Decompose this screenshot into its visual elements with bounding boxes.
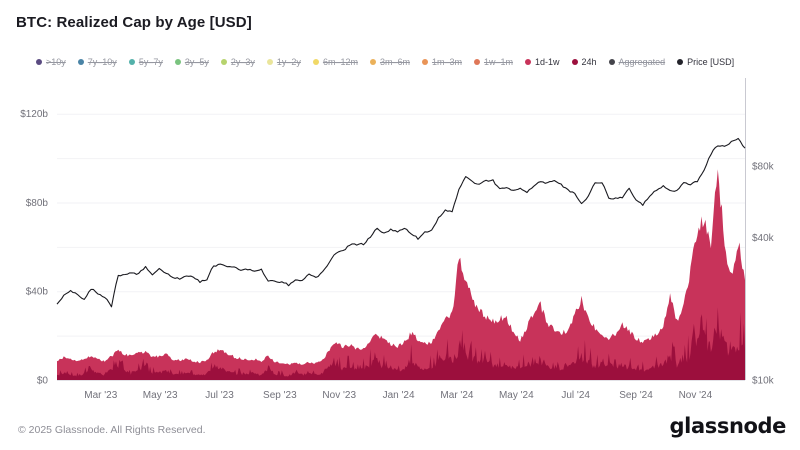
- legend-item-6m-12m[interactable]: 6m–12m: [312, 57, 358, 67]
- legend-label: 1w–1m: [483, 57, 513, 67]
- right-axis-tick: $10k: [752, 376, 775, 387]
- legend-label: 24h: [581, 57, 597, 67]
- legend-dot-icon: [421, 59, 428, 65]
- page-title: BTC: Realized Cap by Age [USD]: [16, 14, 252, 31]
- left-axis-tick: $40b: [26, 287, 49, 298]
- legend-item-7y-10y[interactable]: 7y–10y: [77, 57, 117, 67]
- x-axis-tick: Jul '24: [561, 390, 590, 401]
- x-axis-tick: Jul '23: [205, 390, 234, 401]
- legend-dot-icon: [571, 59, 578, 65]
- legend-item-3y-5y[interactable]: 3y–5y: [174, 57, 209, 67]
- legend-label: Aggregated: [618, 57, 666, 67]
- legend-dot-icon: [174, 59, 181, 65]
- area-series-24h: [57, 307, 745, 380]
- legend-dot-icon: [473, 59, 480, 65]
- left-axis-tick: $0: [37, 376, 49, 387]
- x-axis-tick: Nov '24: [679, 390, 713, 401]
- legend-item-1y-2y[interactable]: 1y–2y: [266, 57, 301, 67]
- copyright-text: © 2025 Glassnode. All Rights Reserved.: [18, 424, 206, 436]
- legend-label: 1y–2y: [276, 57, 301, 67]
- legend-label: 5y–7y: [138, 57, 163, 67]
- legend-item-1d-1w[interactable]: 1d-1w: [525, 57, 560, 67]
- legend-item-2y-3y[interactable]: 2y–3y: [220, 57, 255, 67]
- legend-dot-icon: [128, 59, 135, 65]
- legend-label: >10y: [46, 57, 66, 67]
- legend-label: 3m–6m: [379, 57, 410, 67]
- x-axis-tick: Sep '24: [619, 390, 653, 401]
- legend-dot-icon: [608, 59, 615, 65]
- legend-label: 3y–5y: [184, 57, 209, 67]
- legend-dot-icon: [77, 59, 84, 65]
- left-axis-tick: $120b: [20, 109, 48, 120]
- legend-item-24h[interactable]: 24h: [571, 57, 597, 67]
- legend-label: 7y–10y: [87, 57, 117, 67]
- right-axis-tick: $80k: [752, 161, 775, 172]
- area-series-1d-1w: [57, 169, 745, 380]
- legend-dot-icon: [369, 59, 376, 65]
- x-axis-tick: Mar '23: [84, 390, 117, 401]
- x-axis-tick: Jan '24: [383, 390, 415, 401]
- right-axis-tick: $40k: [752, 233, 775, 244]
- legend-item-3m-6m[interactable]: 3m–6m: [369, 57, 410, 67]
- legend-dot-icon: [525, 59, 531, 65]
- glassnode-logo: glassnode: [669, 414, 787, 438]
- legend-label: 2y–3y: [230, 57, 255, 67]
- legend-dot-icon: [266, 59, 273, 65]
- legend-item-1m-3m[interactable]: 1m–3m: [421, 57, 462, 67]
- x-axis-tick: May '24: [499, 390, 534, 401]
- chart-legend: >10y 7y–10y 5y–7y 3y–5y 2y–3y 1y–2y 6m–12m 3m–6…: [36, 57, 776, 67]
- legend-label: 1d-1w: [535, 57, 560, 67]
- legend-item-aggregated[interactable]: Aggregated: [608, 57, 666, 67]
- x-axis-tick: Sep '23: [263, 390, 297, 401]
- legend-label: 6m–12m: [322, 57, 358, 67]
- legend-dot-icon: [36, 59, 42, 65]
- legend-dot-icon: [312, 59, 319, 65]
- legend-label: 1m–3m: [431, 57, 462, 67]
- legend-label: Price [USD]: [687, 57, 735, 67]
- x-axis-tick: May '23: [143, 390, 178, 401]
- legend-dot-icon: [220, 59, 227, 65]
- legend-item-price-usd-[interactable]: Price [USD]: [677, 57, 734, 67]
- legend-item-1w-1m[interactable]: 1w–1m: [473, 57, 513, 67]
- legend-dot-icon: [677, 59, 684, 65]
- x-axis-tick: Mar '24: [440, 390, 473, 401]
- legend-item-5y-7y[interactable]: 5y–7y: [128, 57, 163, 67]
- legend-item--10y[interactable]: >10y: [36, 57, 66, 67]
- left-axis-tick: $80b: [26, 198, 49, 209]
- price-line-series: [56, 137, 746, 308]
- x-axis-tick: Nov '23: [322, 390, 356, 401]
